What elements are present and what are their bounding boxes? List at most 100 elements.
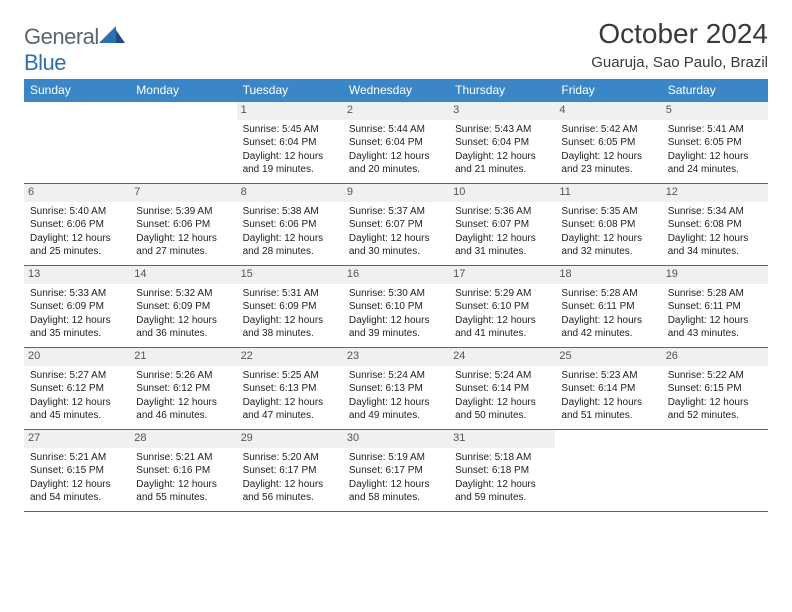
sunrise-line: Sunrise: 5:28 AM xyxy=(668,287,763,301)
day-cell: 20Sunrise: 5:27 AMSunset: 6:12 PMDayligh… xyxy=(24,348,130,429)
logo-triangle-icon xyxy=(99,26,125,44)
day-cell: 14Sunrise: 5:32 AMSunset: 6:09 PMDayligh… xyxy=(130,266,236,347)
day-cell: · xyxy=(555,430,661,511)
daylight-line: Daylight: 12 hours and 23 minutes. xyxy=(561,150,656,177)
day-cell: 4Sunrise: 5:42 AMSunset: 6:05 PMDaylight… xyxy=(555,102,661,183)
day-number: 29 xyxy=(237,430,343,448)
daylight-line: Daylight: 12 hours and 56 minutes. xyxy=(243,478,338,505)
sunrise-line: Sunrise: 5:21 AM xyxy=(136,451,231,465)
sunrise-line: Sunrise: 5:26 AM xyxy=(136,369,231,383)
sunset-line: Sunset: 6:06 PM xyxy=(30,218,125,232)
daylight-line: Daylight: 12 hours and 55 minutes. xyxy=(136,478,231,505)
day-of-week-header: SundayMondayTuesdayWednesdayThursdayFrid… xyxy=(24,79,768,102)
sunrise-line: Sunrise: 5:40 AM xyxy=(30,205,125,219)
day-number: 3 xyxy=(449,102,555,120)
day-number: 20 xyxy=(24,348,130,366)
sunrise-line: Sunrise: 5:37 AM xyxy=(349,205,444,219)
week-row: ··1Sunrise: 5:45 AMSunset: 6:04 PMDaylig… xyxy=(24,102,768,184)
day-number: 7 xyxy=(130,184,236,202)
day-number: 18 xyxy=(555,266,661,284)
day-cell: 8Sunrise: 5:38 AMSunset: 6:06 PMDaylight… xyxy=(237,184,343,265)
day-number: 22 xyxy=(237,348,343,366)
calendar-grid: SundayMondayTuesdayWednesdayThursdayFrid… xyxy=(24,79,768,512)
day-number: 9 xyxy=(343,184,449,202)
daylight-line: Daylight: 12 hours and 20 minutes. xyxy=(349,150,444,177)
daylight-line: Daylight: 12 hours and 35 minutes. xyxy=(30,314,125,341)
dow-cell: Wednesday xyxy=(343,79,449,102)
daylight-line: Daylight: 12 hours and 28 minutes. xyxy=(243,232,338,259)
sunrise-line: Sunrise: 5:35 AM xyxy=(561,205,656,219)
week-row: 13 Sunrise: 5:33 AM Sunset: 6:09 PM Dayligh… xyxy=(24,266,768,348)
day-number: 30 xyxy=(343,430,449,448)
day-number: 5 xyxy=(662,102,768,120)
day-number: 8 xyxy=(237,184,343,202)
day-cell: 26Sunrise: 5:22 AMSunset: 6:15 PMDayligh… xyxy=(662,348,768,429)
day-cell: 10Sunrise: 5:36 AMSunset: 6:07 PMDayligh… xyxy=(449,184,555,265)
day-number: 26 xyxy=(662,348,768,366)
day-number: 27 xyxy=(24,430,130,448)
sunset-line: Sunset: 6:05 PM xyxy=(668,136,763,150)
sunrise-line: Sunrise: 5:33 AM xyxy=(30,287,125,301)
day-cell: 5Sunrise: 5:41 AMSunset: 6:05 PMDaylight… xyxy=(662,102,768,183)
dow-cell: Monday xyxy=(130,79,236,102)
day-cell: 16Sunrise: 5:30 AMSunset: 6:10 PMDayligh… xyxy=(343,266,449,347)
sunrise-line: Sunrise: 5:36 AM xyxy=(455,205,550,219)
day-cell: 22Sunrise: 5:25 AMSunset: 6:13 PMDayligh… xyxy=(237,348,343,429)
logo-word-blue: Blue xyxy=(24,50,66,75)
sunset-line: Sunset: 6:12 PM xyxy=(136,382,231,396)
daylight-line: Daylight: 12 hours and 51 minutes. xyxy=(561,396,656,423)
day-cell: 15Sunrise: 5:31 AMSunset: 6:09 PMDayligh… xyxy=(237,266,343,347)
logo-word-general: General xyxy=(24,24,99,49)
day-number: 23 xyxy=(343,348,449,366)
day-number: 13 xyxy=(24,266,130,284)
sunset-line: Sunset: 6:07 PM xyxy=(349,218,444,232)
daylight-line: Daylight: 12 hours and 41 minutes. xyxy=(455,314,550,341)
logo-text: General Blue xyxy=(24,24,125,76)
daylight-line: Daylight: 12 hours and 27 minutes. xyxy=(136,232,231,259)
sunrise-line: Sunrise: 5:44 AM xyxy=(349,123,444,137)
day-number: 14 xyxy=(130,266,236,284)
sunrise-line: Sunrise: 5:27 AM xyxy=(30,369,125,383)
daylight-line: Daylight: 12 hours and 32 minutes. xyxy=(561,232,656,259)
sunrise-line: Sunrise: 5:41 AM xyxy=(668,123,763,137)
day-cell: 31Sunrise: 5:18 AMSunset: 6:18 PMDayligh… xyxy=(449,430,555,511)
day-cell: 23Sunrise: 5:24 AMSunset: 6:13 PMDayligh… xyxy=(343,348,449,429)
daylight-line: Daylight: 12 hours and 19 minutes. xyxy=(243,150,338,177)
sunrise-line: Sunrise: 5:24 AM xyxy=(455,369,550,383)
week-row: 27Sunrise: 5:21 AMSunset: 6:15 PMDayligh… xyxy=(24,430,768,512)
daylight-line: Daylight: 12 hours and 54 minutes. xyxy=(30,478,125,505)
month-title: October 2024 xyxy=(591,18,768,50)
daylight-line: Daylight: 12 hours and 50 minutes. xyxy=(455,396,550,423)
sunset-line: Sunset: 6:09 PM xyxy=(243,300,338,314)
day-cell: · xyxy=(662,430,768,511)
sunrise-line: Sunrise: 5:23 AM xyxy=(561,369,656,383)
dow-cell: Tuesday xyxy=(237,79,343,102)
day-cell: 11Sunrise: 5:35 AMSunset: 6:08 PMDayligh… xyxy=(555,184,661,265)
calendar-page: General Blue October 2024 Guaruja, Sao P… xyxy=(0,0,792,512)
day-cell: 13Sunrise: 5:33 AMSunset: 6:09 PMDayligh… xyxy=(24,266,130,347)
week-row: 20Sunrise: 5:27 AMSunset: 6:12 PMDayligh… xyxy=(24,348,768,430)
location-text: Guaruja, Sao Paulo, Brazil xyxy=(591,54,768,71)
sunset-line: Sunset: 6:07 PM xyxy=(455,218,550,232)
sunset-line: Sunset: 6:12 PM xyxy=(30,382,125,396)
day-cell: 24Sunrise: 5:24 AMSunset: 6:14 PMDayligh… xyxy=(449,348,555,429)
sunrise-line: Sunrise: 5:45 AM xyxy=(243,123,338,137)
sunset-line: Sunset: 6:14 PM xyxy=(561,382,656,396)
sunrise-line: Sunrise: 5:34 AM xyxy=(668,205,763,219)
daylight-line: Daylight: 12 hours and 43 minutes. xyxy=(668,314,763,341)
sunset-line: Sunset: 6:13 PM xyxy=(243,382,338,396)
daylight-line: Daylight: 12 hours and 39 minutes. xyxy=(349,314,444,341)
daylight-line: Daylight: 12 hours and 21 minutes. xyxy=(455,150,550,177)
weeks-container: ··1Sunrise: 5:45 AMSunset: 6:04 PMDaylig… xyxy=(24,102,768,512)
day-number: 16 xyxy=(343,266,449,284)
day-cell: · xyxy=(130,102,236,183)
day-number: 1 xyxy=(237,102,343,120)
sunset-line: Sunset: 6:13 PM xyxy=(349,382,444,396)
sunset-line: Sunset: 6:04 PM xyxy=(455,136,550,150)
sunrise-line: Sunrise: 5:22 AM xyxy=(668,369,763,383)
daylight-line: Daylight: 12 hours and 47 minutes. xyxy=(243,396,338,423)
day-cell: 3Sunrise: 5:43 AMSunset: 6:04 PMDaylight… xyxy=(449,102,555,183)
day-number: 6 xyxy=(24,184,130,202)
sunset-line: Sunset: 6:04 PM xyxy=(349,136,444,150)
daylight-line: Daylight: 12 hours and 42 minutes. xyxy=(561,314,656,341)
